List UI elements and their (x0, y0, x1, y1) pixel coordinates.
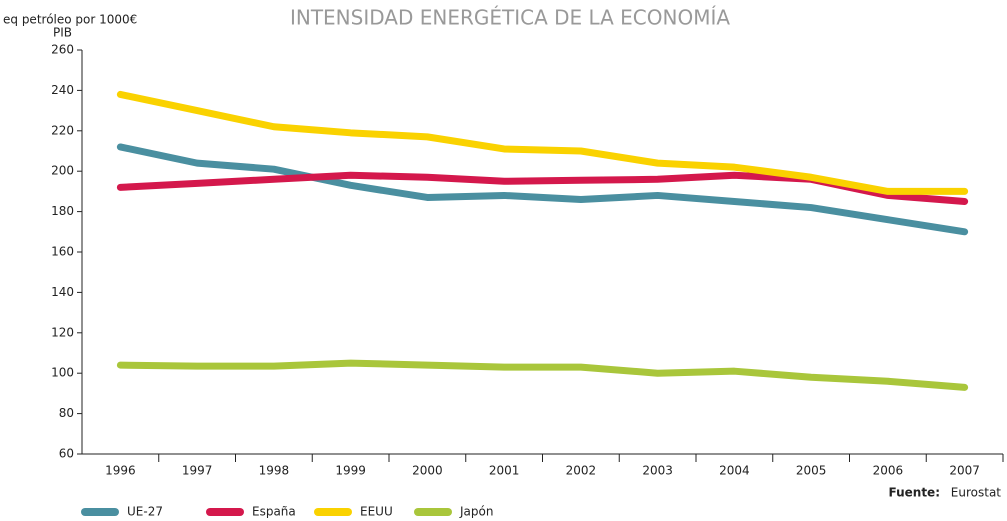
legend-label: UE-27 (127, 505, 163, 519)
x-tick-label: 1997 (182, 464, 213, 478)
y-tick-label: 60 (59, 447, 74, 461)
legend-label: EEUU (360, 505, 393, 519)
y-tick-label: 120 (51, 325, 74, 339)
y-tick-label: 100 (51, 366, 74, 380)
x-tick-label: 2000 (412, 464, 443, 478)
chart-title: INTENSIDAD ENERGÉTICA DE LA ECONOMÍA (290, 6, 730, 30)
y-tick-label: 240 (51, 83, 74, 97)
x-tick-label: 2002 (566, 464, 597, 478)
x-tick-label: 2003 (642, 464, 673, 478)
series-line (116, 90, 969, 195)
y-tick-label: 140 (51, 285, 74, 299)
legend-label: Japón (459, 505, 493, 519)
x-tick-label: 1999 (335, 464, 366, 478)
source: Eurostat (951, 486, 1002, 500)
source-label: Fuente: (889, 486, 941, 500)
x-tick-label: 2007 (949, 464, 980, 478)
series-line (116, 359, 969, 391)
series-line (116, 143, 969, 236)
x-tick-label: 1998 (259, 464, 290, 478)
x-tick-label: 2001 (489, 464, 520, 478)
x-tick-label: 2004 (719, 464, 750, 478)
y-tick-label: 220 (51, 123, 74, 137)
y-axis-label: PIB (53, 26, 72, 40)
x-tick-label: 2005 (796, 464, 827, 478)
y-tick-label: 180 (51, 204, 74, 218)
x-tick-label: 2006 (873, 464, 904, 478)
y-tick-label: 160 (51, 245, 74, 259)
y-tick-label: 260 (51, 43, 74, 57)
legend-label: España (252, 505, 296, 519)
y-tick-label: 200 (51, 164, 74, 178)
x-tick-label: 1996 (105, 464, 136, 478)
y-tick-label: 80 (59, 406, 74, 420)
y-axis-label: eq petróleo por 1000€ (3, 13, 137, 27)
